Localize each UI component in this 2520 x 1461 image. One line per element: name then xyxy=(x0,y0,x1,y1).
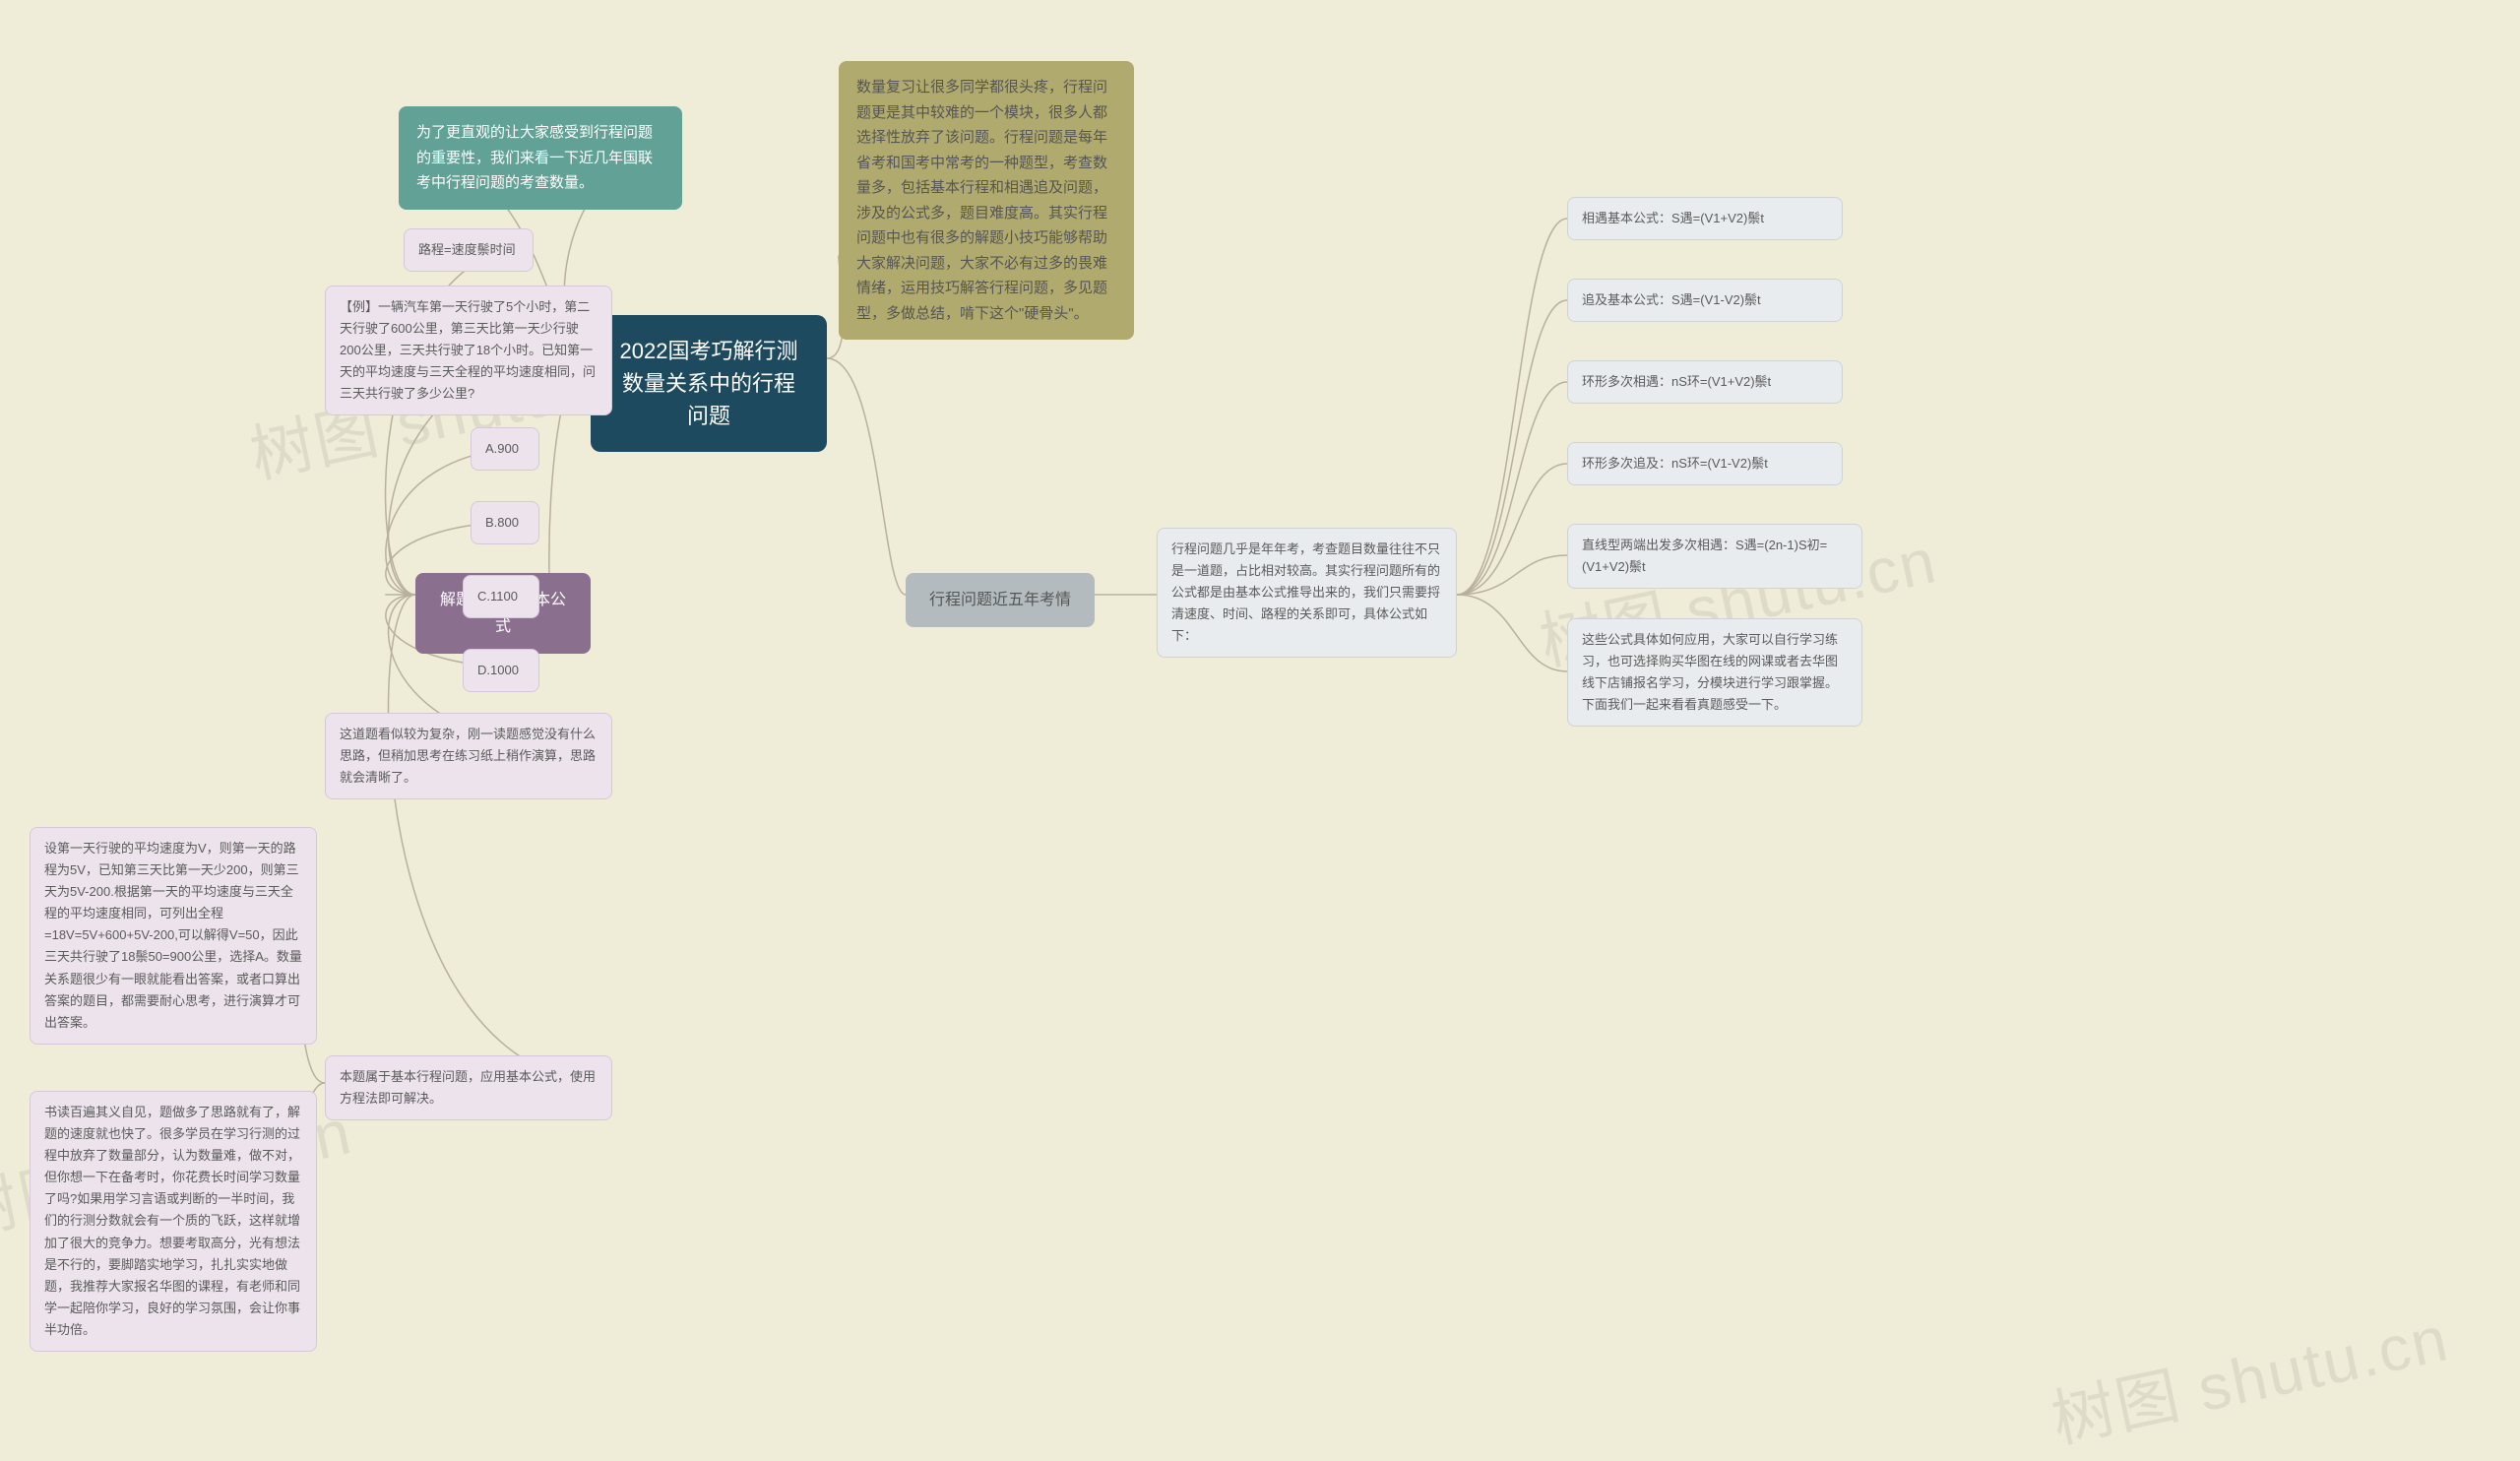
importance-text: 为了更直观的让大家感受到行程问题的重要性，我们来看一下近几年国联考中行程问题的考… xyxy=(416,124,653,191)
technique-formula-text: 路程=速度鬃时间 xyxy=(418,242,516,257)
option-a-text: A.900 xyxy=(485,441,519,456)
formula-1: 相遇基本公式：S遇=(V1+V2)鬃t xyxy=(1567,197,1843,240)
option-a: A.900 xyxy=(471,427,539,471)
exam-info-label: 行程问题近五年考情 xyxy=(906,573,1095,627)
formula-5: 直线型两端出发多次相遇：S遇=(2n-1)S初=(V1+V2)鬃t xyxy=(1567,524,1862,589)
analysis-label: 本题属于基本行程问题，应用基本公式，使用方程法即可解决。 xyxy=(325,1055,612,1120)
formula-5-text: 直线型两端出发多次相遇：S遇=(2n-1)S初=(V1+V2)鬃t xyxy=(1582,538,1827,574)
intro-node: 数量复习让很多同学都很头疼，行程问题更是其中较难的一个模块，很多人都选择性放弃了… xyxy=(839,61,1134,340)
root-text: 2022国考巧解行测数量关系中的行程问题 xyxy=(620,339,798,428)
mindmap-root: 2022国考巧解行测数量关系中的行程问题 xyxy=(591,315,827,452)
formula-2: 追及基本公式：S遇=(V1-V2)鬃t xyxy=(1567,279,1843,322)
option-c: C.1100 xyxy=(463,575,539,618)
option-b-text: B.800 xyxy=(485,515,519,530)
exam-info-label-text: 行程问题近五年考情 xyxy=(929,592,1071,608)
conclusion-text: 书读百遍其义自见，题做多了思路就有了，解题的速度就也快了。很多学员在学习行测的过… xyxy=(44,1105,300,1337)
formula-1-text: 相遇基本公式：S遇=(V1+V2)鬃t xyxy=(1582,211,1764,225)
analysis-detail: 设第一天行驶的平均速度为V，则第一天的路程为5V，已知第三天比第一天少200，则… xyxy=(30,827,317,1045)
analysis-detail-text: 设第一天行驶的平均速度为V，则第一天的路程为5V，已知第三天比第一天少200，则… xyxy=(44,841,302,1030)
formula-3: 环形多次相遇：nS环=(V1+V2)鬃t xyxy=(1567,360,1843,404)
intro-text: 数量复习让很多同学都很头疼，行程问题更是其中较难的一个模块，很多人都选择性放弃了… xyxy=(856,79,1107,322)
technique-example-text: 【例】一辆汽车第一天行驶了5个小时，第二天行驶了600公里，第三天比第一天少行驶… xyxy=(340,299,596,401)
formula-4: 环形多次追及：nS环=(V1-V2)鬃t xyxy=(1567,442,1843,485)
formula-4-text: 环形多次追及：nS环=(V1-V2)鬃t xyxy=(1582,456,1768,471)
formula-2-text: 追及基本公式：S遇=(V1-V2)鬃t xyxy=(1582,292,1761,307)
technique-example: 【例】一辆汽车第一天行驶了5个小时，第二天行驶了600公里，第三天比第一天少行驶… xyxy=(325,286,612,415)
conclusion: 书读百遍其义自见，题做多了思路就有了，解题的速度就也快了。很多学员在学习行测的过… xyxy=(30,1091,317,1352)
formula-3-text: 环形多次相遇：nS环=(V1+V2)鬃t xyxy=(1582,374,1771,389)
exam-info-description-text: 行程问题几乎是年年考，考查题目数量往往不只是一道题，占比相对较高。其实行程问题所… xyxy=(1171,541,1440,643)
formula-6: 这些公式具体如何应用，大家可以自行学习练习，也可选择购买华图在线的网课或者去华图… xyxy=(1567,618,1862,727)
technique-note: 这道题看似较为复杂，刚一读题感觉没有什么思路，但稍加思考在练习纸上稍作演算，思路… xyxy=(325,713,612,799)
option-c-text: C.1100 xyxy=(477,589,518,603)
option-b: B.800 xyxy=(471,501,539,544)
technique-note-text: 这道题看似较为复杂，刚一读题感觉没有什么思路，但稍加思考在练习纸上稍作演算，思路… xyxy=(340,727,596,785)
technique-formula: 路程=速度鬃时间 xyxy=(404,228,534,272)
analysis-label-text: 本题属于基本行程问题，应用基本公式，使用方程法即可解决。 xyxy=(340,1069,596,1106)
importance-node: 为了更直观的让大家感受到行程问题的重要性，我们来看一下近几年国联考中行程问题的考… xyxy=(399,106,682,210)
option-d-text: D.1000 xyxy=(477,663,519,677)
formula-6-text: 这些公式具体如何应用，大家可以自行学习练习，也可选择购买华图在线的网课或者去华图… xyxy=(1582,632,1838,712)
exam-info-description: 行程问题几乎是年年考，考查题目数量往往不只是一道题，占比相对较高。其实行程问题所… xyxy=(1157,528,1457,658)
watermark: 树图 shutu.cn xyxy=(2043,1288,2456,1460)
option-d: D.1000 xyxy=(463,649,539,692)
